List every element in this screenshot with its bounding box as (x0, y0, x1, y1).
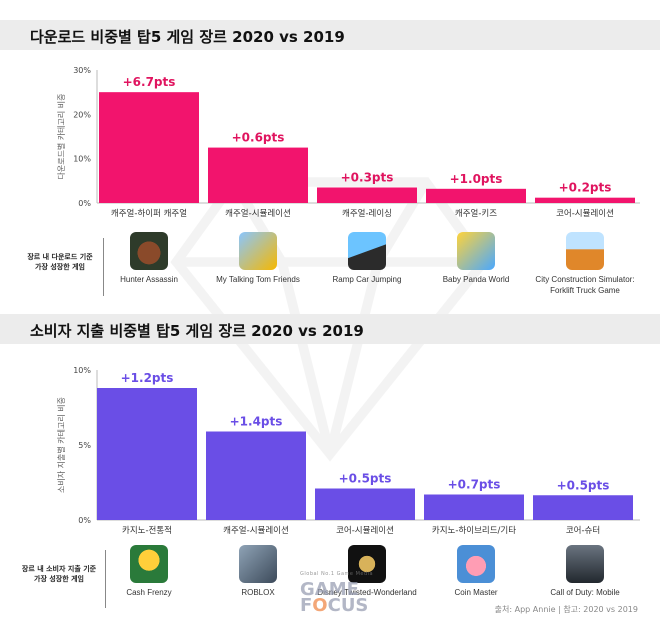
y-tick-label: 30% (73, 66, 91, 75)
chart2-growth-label: 장르 내 소비자 지출 기준 가장 성장한 게임 (21, 565, 97, 583)
category-label-5: 코어-슈터 (566, 525, 600, 536)
game-item-5: Call of Duty: Mobile (525, 545, 645, 598)
ramp-car-icon (348, 232, 386, 270)
bar-3 (315, 488, 415, 520)
category-label-3: 캐주얼-레이싱 (342, 208, 392, 219)
chart2-header (0, 314, 660, 344)
game-item-1: Hunter Assassin (89, 232, 209, 285)
data-label-3: +0.5pts (339, 472, 392, 486)
bar-3 (317, 187, 417, 203)
data-label-4: +1.0pts (450, 172, 503, 186)
chart1-header (0, 20, 660, 50)
talking-tom-icon (239, 232, 277, 270)
game-name-5: City Construction Simulator: Forklift Tr… (535, 275, 635, 295)
chart1-title: 다운로드 비중별 탑5 게임 장르 2020 vs 2019 (30, 28, 345, 46)
game-item-2: My Talking Tom Friends (198, 232, 318, 285)
y-axis-label: 다운로드별 카테고리 비중 (56, 93, 66, 179)
game-name-4: Coin Master (454, 588, 498, 597)
roblox-icon (239, 545, 277, 583)
data-label-4: +0.7pts (448, 478, 501, 492)
category-label-3: 코어-시뮬레이션 (336, 525, 394, 536)
twisted-wonderland-icon (348, 545, 386, 583)
bar-5 (535, 197, 635, 203)
game-item-4: Baby Panda World (416, 232, 536, 285)
y-tick-label: 5% (78, 441, 91, 450)
category-label-4: 카지노-하이브리드/기타 (432, 525, 516, 536)
gamefocus-logo: Global No.1 Game Media GAME FOCUS (300, 571, 374, 616)
bar-2 (208, 147, 308, 203)
category-label-1: 캐주얼-하이퍼 캐주얼 (111, 208, 187, 219)
game-name-4: Baby Panda World (442, 275, 510, 284)
game-item-5: City Construction Simulator: Forklift Tr… (525, 232, 645, 296)
game-name-2: ROBLOX (241, 588, 275, 597)
coin-master-icon (457, 545, 495, 583)
game-item-2: ROBLOX (198, 545, 318, 598)
baby-panda-icon (457, 232, 495, 270)
category-label-2: 캐주얼-시뮬레이션 (223, 525, 289, 536)
hunter-assassin-icon (130, 232, 168, 270)
bar-5 (533, 495, 633, 520)
bar-1 (99, 92, 199, 203)
chart2-divider (105, 550, 106, 608)
data-label-1: +6.7pts (123, 75, 176, 89)
chart2-title: 소비자 지출 비중별 탑5 게임 장르 2020 vs 2019 (30, 322, 364, 340)
bar-2 (206, 431, 306, 520)
category-label-5: 코어-시뮬레이션 (556, 208, 614, 219)
data-label-2: +0.6pts (232, 131, 285, 145)
y-tick-label: 0% (78, 199, 91, 208)
game-name-5: Call of Duty: Mobile (550, 588, 620, 597)
data-label-2: +1.4pts (230, 415, 283, 429)
spending-bar-chart: 0% 5% 10% 소비자 지출별 카테고리 비중 +1.2pts 카지노-전통적 +1.4… (56, 366, 640, 536)
game-item-1: Cash Frenzy (89, 545, 209, 598)
game-name-2: My Talking Tom Friends (216, 275, 300, 284)
category-label-2: 캐주얼-시뮬레이션 (225, 208, 291, 219)
game-item-4: Coin Master (416, 545, 536, 598)
data-label-1: +1.2pts (121, 371, 174, 385)
source-note: 출처: App Annie | 참고: 2020 vs 2019 (494, 605, 638, 614)
game-item-3: Ramp Car Jumping (307, 232, 427, 285)
data-label-5: +0.2pts (559, 181, 612, 195)
forklift-icon (566, 232, 604, 270)
downloads-bar-chart: 0% 10% 20% 30% 다운로드별 카테고리 비중 +6.7pts 캐주얼-하이퍼 캐… (56, 66, 640, 219)
y-tick-label: 10% (73, 155, 91, 164)
chart1-divider (103, 238, 104, 296)
game-name-3: Ramp Car Jumping (332, 275, 402, 284)
cash-frenzy-icon (130, 545, 168, 583)
y-tick-label: 20% (73, 110, 91, 119)
y-axis-label: 소비자 지출별 카테고리 비중 (56, 397, 66, 493)
category-label-1: 카지노-전통적 (122, 525, 172, 536)
category-label-4: 캐주얼-키즈 (455, 208, 497, 219)
game-item-3: Disney Twisted-Wonderland (307, 545, 427, 598)
data-label-5: +0.5pts (557, 478, 610, 492)
chart1-growth-label: 장르 내 다운로드 기준 가장 성장한 게임 (27, 253, 93, 271)
data-label-3: +0.3pts (341, 170, 394, 184)
bar-4 (426, 188, 526, 203)
game-name-1: Hunter Assassin (120, 275, 178, 284)
y-tick-label: 0% (78, 516, 91, 525)
bar-4 (424, 494, 524, 520)
call-of-duty-icon (566, 545, 604, 583)
bar-1 (97, 388, 197, 520)
y-tick-label: 10% (73, 366, 91, 375)
game-name-3: Disney Twisted-Wonderland (317, 588, 417, 597)
game-name-1: Cash Frenzy (126, 588, 172, 597)
